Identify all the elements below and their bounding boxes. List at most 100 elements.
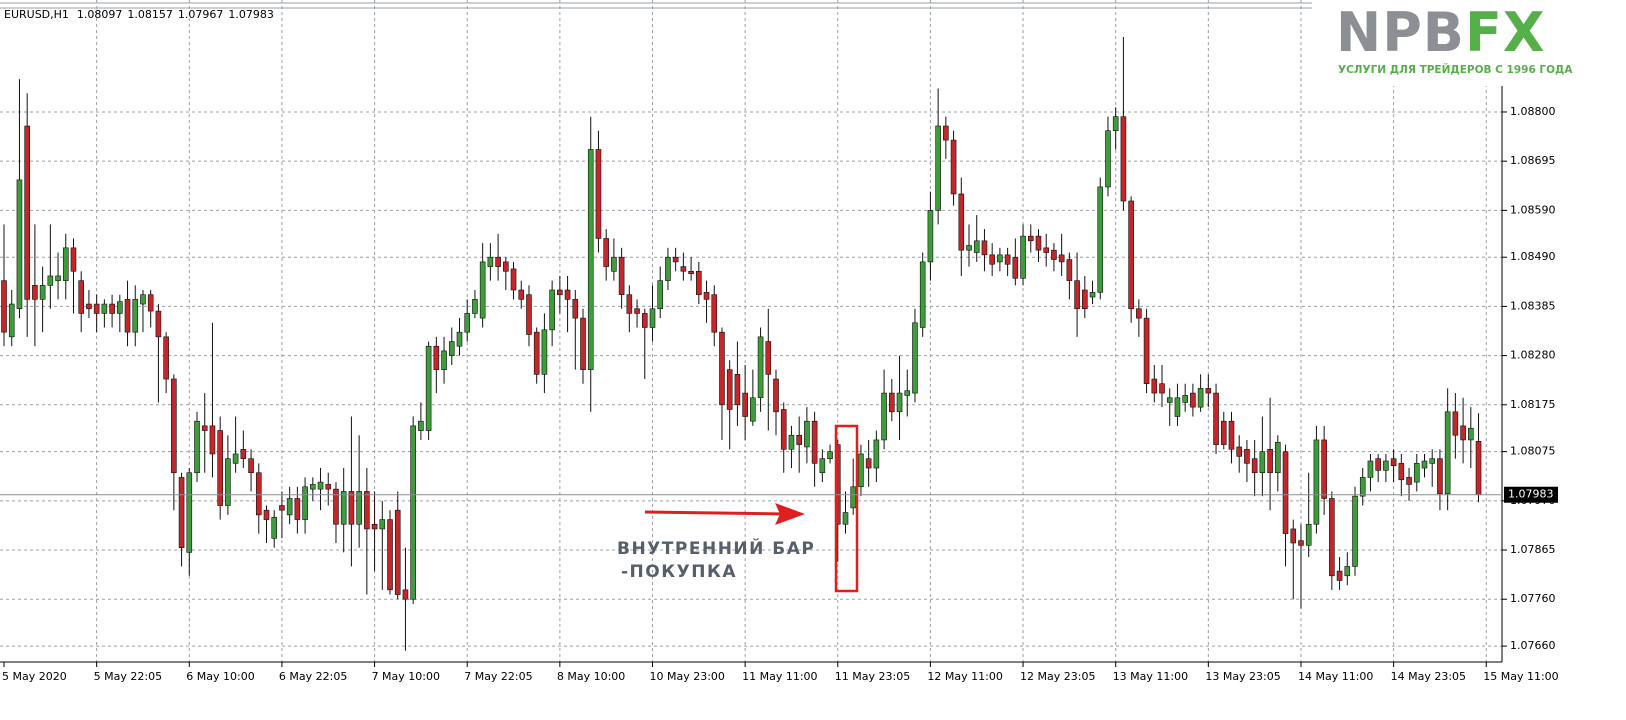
candle-body <box>1359 477 1366 497</box>
candle-body <box>510 268 517 291</box>
candle-body <box>997 254 1003 263</box>
candle-body <box>950 139 957 195</box>
candle-body <box>1035 235 1042 251</box>
candle-body <box>325 484 332 490</box>
candle-body <box>1475 441 1482 496</box>
candle-body <box>1321 439 1327 499</box>
y-tick-label: 1.08490 <box>1510 250 1556 263</box>
candle-body <box>348 491 355 525</box>
candle-body <box>595 149 602 239</box>
candle-body <box>1228 420 1235 450</box>
candle-body <box>819 458 826 474</box>
x-tick-label: 10 May 23:00 <box>649 670 724 683</box>
candle-body <box>935 125 941 211</box>
candle-body <box>1220 420 1227 445</box>
candle-body <box>255 472 262 516</box>
candle-body <box>742 392 748 417</box>
header-low: 1.07967 <box>178 8 224 21</box>
candle-body <box>70 247 77 272</box>
candle-body <box>271 516 278 539</box>
candle-body <box>696 270 702 295</box>
symbol: EURUSD,H1 <box>4 8 69 21</box>
candle-body <box>1329 498 1335 577</box>
candle-body <box>364 491 370 530</box>
y-tick-label: 1.08590 <box>1510 203 1556 216</box>
candle-body <box>1213 392 1219 445</box>
candle-body <box>1051 249 1057 260</box>
candle-body <box>194 420 200 474</box>
candle-body <box>263 509 270 520</box>
x-tick-label: 5 May 22:05 <box>94 670 162 683</box>
candle-body <box>904 390 911 396</box>
candle-body <box>171 378 177 474</box>
candle-body <box>1120 116 1127 202</box>
candle-body <box>433 345 440 370</box>
logo-text: NPBFX <box>1336 1 1545 64</box>
candle-body <box>580 317 586 370</box>
candle-body <box>618 256 625 295</box>
x-tick-label: 14 May 23:05 <box>1391 670 1466 683</box>
candle-body <box>564 289 571 300</box>
candle-body <box>842 512 849 525</box>
candle-body <box>943 125 949 141</box>
candle-body <box>989 254 995 265</box>
candle-body <box>1460 425 1466 441</box>
candle-body <box>912 322 918 394</box>
header-open: 1.08097 <box>77 8 123 21</box>
candle-body <box>865 458 872 469</box>
candle-body <box>310 484 316 490</box>
y-tick-label: 1.08075 <box>1510 445 1556 458</box>
candle-body <box>1182 395 1188 403</box>
candle-body <box>371 523 378 530</box>
candle-body <box>24 125 30 300</box>
x-tick-label: 11 May 23:05 <box>835 670 910 683</box>
candle-body <box>32 285 38 300</box>
y-tick-label: 1.07660 <box>1510 639 1556 652</box>
candle-body <box>279 505 285 511</box>
x-tick-label: 6 May 22:05 <box>279 670 347 683</box>
candle-body <box>1166 397 1173 403</box>
candle-body <box>47 275 54 286</box>
candle-body <box>1174 397 1181 417</box>
candle-body <box>973 240 980 253</box>
candle-body <box>549 289 555 331</box>
candle-body <box>1066 259 1073 281</box>
candle-body <box>1074 280 1080 310</box>
candle-body <box>518 289 525 300</box>
candle-body <box>1058 254 1065 263</box>
y-tick-label: 1.08385 <box>1510 299 1556 312</box>
candle-body <box>387 519 393 591</box>
candle-body <box>1437 458 1443 495</box>
candle-body <box>1259 451 1266 474</box>
candle-body <box>418 420 424 431</box>
candle-body <box>448 341 455 356</box>
candle-body <box>680 266 687 272</box>
candle-body <box>1159 383 1165 394</box>
candle-body <box>217 430 223 506</box>
candle-body <box>773 378 779 413</box>
candle-body <box>124 299 131 333</box>
candle-body <box>587 149 594 370</box>
candle-body <box>1082 289 1088 310</box>
candle-body <box>719 331 725 406</box>
highlight-box <box>834 424 859 593</box>
logo-bg <box>1318 0 1626 86</box>
y-tick-label: 1.07760 <box>1510 592 1556 605</box>
candle-body <box>780 409 787 450</box>
candle-body <box>1375 458 1381 471</box>
candle-body <box>178 477 185 548</box>
candle-body <box>441 350 447 370</box>
candle-body <box>1344 566 1351 577</box>
logo-tagline: УСЛУГИ ДЛЯ ТРЕЙДЕРОВ С 1996 ГОДА <box>1338 63 1573 76</box>
candle-body <box>889 392 895 413</box>
candle-body <box>804 420 810 448</box>
candle-body <box>966 245 972 251</box>
candle-body <box>109 303 115 314</box>
logo-right: FX <box>1465 1 1546 64</box>
candle-body <box>464 313 471 333</box>
candle-body <box>1336 570 1343 581</box>
logo-left: NPB <box>1336 1 1465 64</box>
candle-body <box>881 392 887 441</box>
candle-body <box>456 331 463 347</box>
x-tick-label: 12 May 11:00 <box>927 670 1002 683</box>
